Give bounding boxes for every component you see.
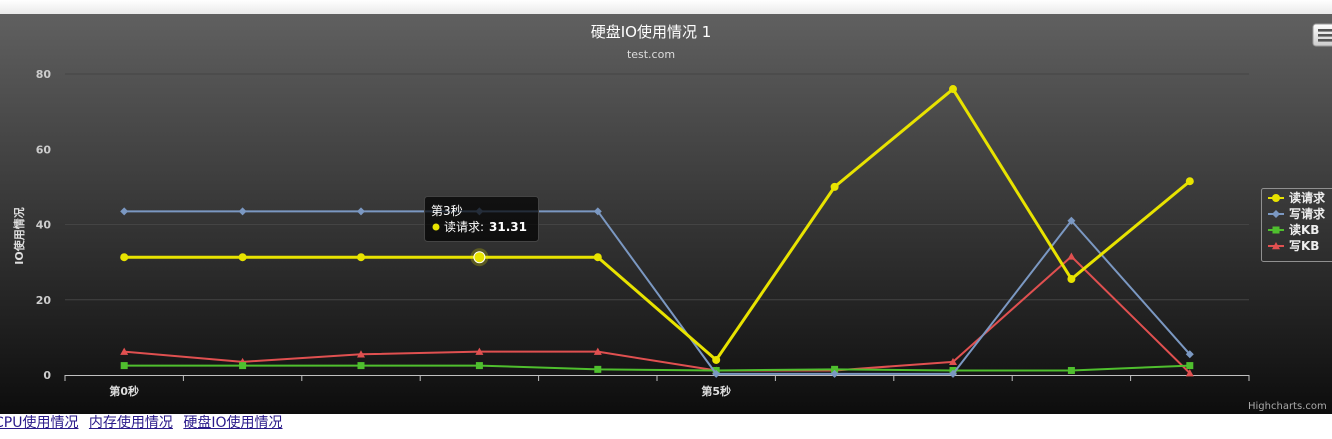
series-line <box>124 255 1191 374</box>
series-line <box>124 364 1190 372</box>
chart-container: 0 20 40 60 80 第0秒 第5秒 硬盘IO使用情况 1 test.com IO使… <box>0 14 1332 414</box>
link-cpu-usage[interactable]: CPU使用情况 <box>0 415 79 431</box>
y-tick-label: 80 <box>36 68 52 81</box>
y-axis-ticks: 0 20 40 60 80 <box>36 68 52 382</box>
data-point[interactable] <box>357 362 365 370</box>
legend-item-写KB[interactable]: 写KB <box>1268 239 1319 253</box>
data-point[interactable] <box>831 365 839 373</box>
legend-item-读请求[interactable]: 读请求 <box>1268 190 1326 205</box>
legend-label: 读KB <box>1289 222 1319 237</box>
data-point[interactable] <box>238 207 247 216</box>
data-point[interactable] <box>1186 362 1194 370</box>
browser-top-bar <box>0 0 1332 15</box>
data-point[interactable] <box>120 253 129 262</box>
data-point[interactable] <box>594 365 602 373</box>
y-tick-label: 60 <box>36 143 52 156</box>
hover-point <box>473 251 486 264</box>
link-memory-usage[interactable]: 内存使用情况 <box>88 415 173 431</box>
y-tick-label: 20 <box>36 294 52 307</box>
x-tick-label: 第0秒 <box>109 384 139 398</box>
legend-item-写请求[interactable]: 写请求 <box>1268 206 1326 221</box>
data-point[interactable] <box>712 355 721 364</box>
tooltip-category: 第3秒 <box>431 204 463 218</box>
data-point[interactable] <box>593 253 602 262</box>
chart-title: 硬盘IO使用情况 1 <box>591 23 712 41</box>
grid-lines <box>65 73 1249 301</box>
data-point[interactable] <box>1067 275 1076 284</box>
series-读请求 <box>120 85 1194 364</box>
chart-background <box>0 14 1332 414</box>
series-line <box>124 210 1191 375</box>
data-point[interactable] <box>239 362 247 370</box>
data-point[interactable] <box>1185 369 1194 377</box>
link-disk-io-usage[interactable]: 硬盘IO使用情况 <box>183 415 283 431</box>
data-point[interactable] <box>949 357 957 366</box>
data-point <box>1272 194 1280 202</box>
data-point <box>1272 210 1280 218</box>
tooltip-dot <box>432 223 440 231</box>
chart-subtitle: test.com <box>627 48 675 61</box>
data-point[interactable] <box>475 347 484 355</box>
y-tick-label: 40 <box>36 219 52 232</box>
data-point[interactable] <box>1185 350 1194 359</box>
y-tick-label: 0 <box>43 369 51 382</box>
data-point[interactable] <box>1067 216 1076 225</box>
data-point[interactable] <box>357 207 365 216</box>
data-point[interactable] <box>593 347 602 355</box>
legend-label: 读请求 <box>1289 190 1326 205</box>
data-point[interactable] <box>120 362 128 370</box>
data-point <box>1272 242 1280 250</box>
data-point[interactable] <box>830 182 839 191</box>
tooltip-series: 读请求: <box>444 220 484 234</box>
series-写请求 <box>120 207 1194 378</box>
data-point[interactable] <box>949 369 957 378</box>
data-point[interactable] <box>120 207 129 216</box>
legend-label: 写KB <box>1289 239 1319 253</box>
x-axis: 第0秒 第5秒 <box>64 375 1250 398</box>
data-point[interactable] <box>712 369 721 378</box>
data-point[interactable] <box>593 207 602 216</box>
x-tick-label: 第5秒 <box>701 384 731 398</box>
data-point[interactable] <box>120 347 129 355</box>
io-line-chart: 0 20 40 60 80 第0秒 第5秒 硬盘IO使用情况 1 test.com IO使… <box>0 14 1332 414</box>
data-point[interactable] <box>357 350 365 358</box>
legend-item-读KB[interactable]: 读KB <box>1268 222 1319 237</box>
legend-label: 写请求 <box>1289 206 1326 221</box>
tooltip-value: 31.31 <box>489 220 527 234</box>
data-point[interactable] <box>475 362 483 370</box>
data-point[interactable] <box>1185 177 1194 186</box>
y-axis-title: IO使用情况 <box>12 207 26 264</box>
hamburger-menu-icon <box>1318 29 1332 42</box>
data-point[interactable] <box>1067 252 1076 260</box>
legend-box <box>1261 188 1332 262</box>
data-point[interactable] <box>238 253 247 262</box>
series-line <box>124 87 1191 362</box>
series-group <box>120 85 1194 378</box>
data-point[interactable] <box>830 369 839 378</box>
page-links: CPU使用情况 内存使用情况 硬盘IO使用情况 <box>0 414 289 438</box>
export-menu-button[interactable] <box>1312 23 1332 47</box>
credits-text[interactable]: Highcharts.com <box>1248 401 1327 412</box>
data-point[interactable] <box>357 253 365 262</box>
tooltip-box <box>424 196 539 242</box>
data-point <box>1272 226 1280 234</box>
data-point[interactable] <box>949 85 957 94</box>
data-point[interactable] <box>1067 366 1075 374</box>
